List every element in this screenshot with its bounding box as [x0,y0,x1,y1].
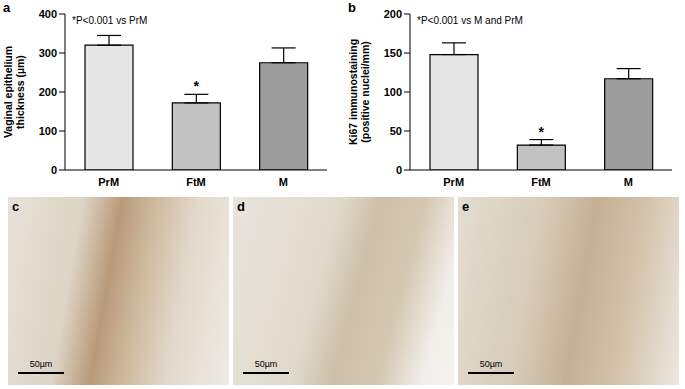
svg-text:b: b [348,0,356,15]
svg-text:300: 300 [39,47,57,59]
svg-text:c: c [12,199,19,214]
svg-text:100: 100 [384,86,402,98]
svg-text:0: 0 [51,164,57,176]
svg-text:50µm: 50µm [480,359,503,369]
svg-text:*P<0.001 vs PrM: *P<0.001 vs PrM [72,15,147,26]
svg-text:PrM: PrM [98,176,119,188]
svg-text:FtM: FtM [186,176,206,188]
svg-text:*: * [539,124,545,140]
svg-text:100: 100 [39,125,57,137]
svg-text:d: d [237,199,245,214]
svg-text:Vaginal epitheliumthickness (µ: Vaginal epitheliumthickness (µm) [2,46,26,138]
svg-text:PrM: PrM [443,176,464,188]
svg-text:e: e [462,199,469,214]
svg-text:FtM: FtM [531,176,551,188]
svg-text:Ki67 immunostaining(positive n: Ki67 immunostaining(positive nuclei/mm) [347,39,371,145]
svg-text:400: 400 [39,8,57,20]
svg-text:50µm: 50µm [30,359,53,369]
svg-text:a: a [3,0,11,15]
svg-text:M: M [624,176,633,188]
svg-text:M: M [279,176,288,188]
svg-text:50µm: 50µm [255,359,278,369]
svg-text:0: 0 [396,164,402,176]
svg-text:50: 50 [390,125,402,137]
svg-text:*: * [194,78,200,94]
svg-text:200: 200 [39,86,57,98]
svg-text:200: 200 [384,8,402,20]
svg-text:*P<0.001 vs M and PrM: *P<0.001 vs M and PrM [417,15,523,26]
svg-text:150: 150 [384,47,402,59]
